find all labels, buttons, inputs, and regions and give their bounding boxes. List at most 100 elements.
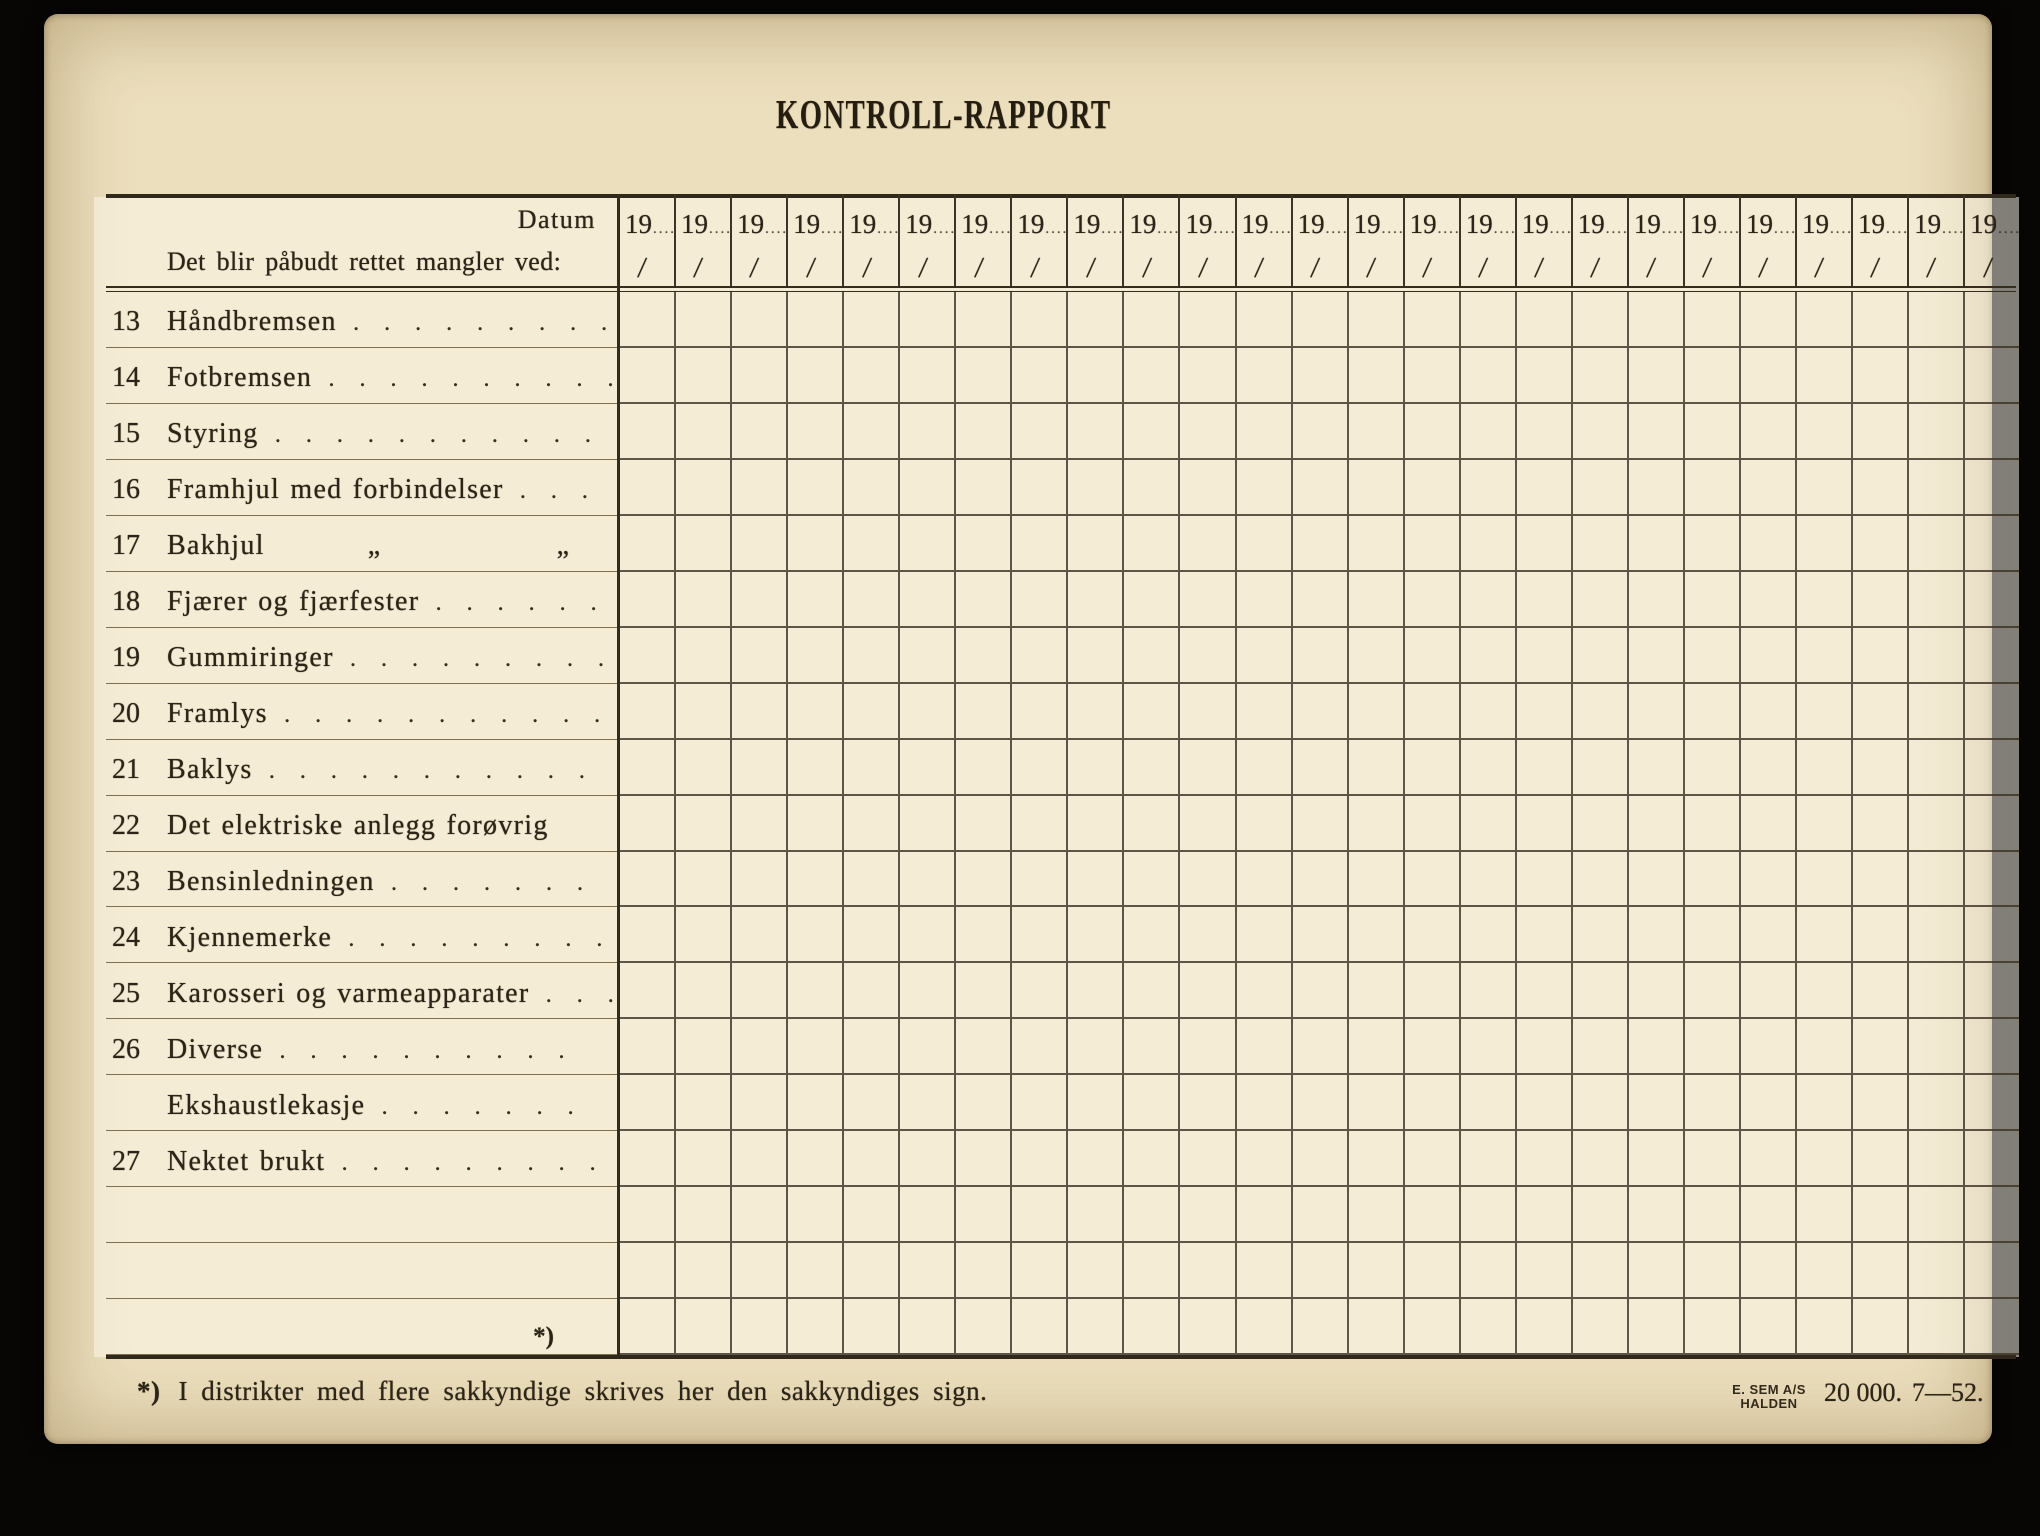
grid-cell — [898, 1131, 954, 1186]
grid-cell — [1010, 851, 1066, 906]
grid-cell — [1010, 292, 1066, 346]
year-dotted-blank: .... — [877, 221, 901, 237]
grid-cell — [1851, 1019, 1907, 1074]
grid-cell — [1963, 627, 2019, 682]
grid-cell — [1290, 739, 1347, 794]
grid-cell — [1738, 571, 1795, 626]
grid-cell — [1682, 292, 1739, 346]
grid-cell — [786, 907, 842, 962]
grid-cell — [1851, 795, 1907, 850]
year-prefix: 19.... — [1185, 209, 1236, 240]
grid-cell — [1570, 1075, 1627, 1130]
date-slash: / — [860, 252, 873, 284]
row-item-label: Det elektriske anlegg forøvrig — [167, 810, 549, 842]
grid-cell — [1794, 1187, 1851, 1242]
year-prefix: 19.... — [1802, 209, 1853, 240]
grid-cell — [1290, 851, 1347, 906]
grid-cell — [1794, 459, 1851, 514]
table-row: 20 Framlys . . . . . . . . . . . — [84, 683, 2019, 740]
grid-cell — [898, 1187, 954, 1242]
date-column-header: 19.... / — [954, 195, 1010, 286]
year-prefix: 19.... — [625, 209, 676, 240]
grid-cell — [1570, 571, 1627, 626]
grid-cell — [1570, 1299, 1627, 1354]
grid-cell — [1514, 627, 1571, 682]
year-dotted-blank: .... — [765, 221, 789, 237]
grid-cell — [1066, 515, 1122, 570]
table-row: 22 Det elektriske anlegg forøvrig — [84, 795, 2019, 852]
printer-city: HALDEN — [1740, 1396, 1798, 1411]
grid-cell — [954, 1075, 1010, 1130]
grid-cell — [1066, 627, 1122, 682]
grid-cell — [1234, 907, 1291, 962]
year-digits: 19 — [1970, 209, 1998, 239]
grid-cell — [1402, 1075, 1459, 1130]
grid-cell — [674, 627, 730, 682]
grid-cell — [1851, 292, 1907, 346]
date-slash: / — [1141, 252, 1153, 284]
row-cells — [620, 963, 2019, 1020]
grid-cell — [1963, 1299, 2019, 1354]
row-number: 19 — [112, 642, 140, 674]
grid-cell — [1963, 907, 2019, 962]
grid-cell — [1346, 571, 1403, 626]
grid-cell — [1178, 515, 1234, 570]
grid-cell — [1738, 795, 1795, 850]
grid-cell — [730, 347, 786, 402]
grid-cell — [620, 684, 674, 738]
date-slash: / — [916, 252, 929, 284]
grid-cell — [1066, 1075, 1122, 1130]
grid-cell — [954, 571, 1010, 626]
grid-cell — [1458, 571, 1515, 626]
grid-cell — [1402, 907, 1459, 962]
grid-cell — [1178, 403, 1234, 458]
grid-cell — [1402, 403, 1459, 458]
grid-cell — [1234, 571, 1291, 626]
grid-cell — [1346, 1299, 1403, 1354]
grid-cell — [898, 403, 954, 458]
grid-cell — [1738, 459, 1795, 514]
date-slash: / — [1029, 252, 1041, 284]
year-digits: 19 — [737, 209, 765, 239]
year-digits: 19 — [1185, 209, 1213, 239]
grid-cell — [1682, 347, 1739, 402]
date-slash: / — [692, 252, 705, 284]
date-slash: / — [1701, 252, 1714, 284]
grid-cell — [1738, 1075, 1795, 1130]
grid-cell — [1907, 571, 1963, 626]
grid-cell — [1738, 851, 1795, 906]
grid-cell — [1346, 739, 1403, 794]
grid-cell — [1682, 403, 1739, 458]
grid-cell — [842, 1131, 898, 1186]
dotted-leader: . . . . . . . . . . — [279, 1034, 574, 1064]
grid-cell — [954, 851, 1010, 906]
grid-cell — [842, 515, 898, 570]
table-row: 18 Fjærer og fjærfester . . . . . . . — [84, 571, 2019, 628]
grid-cell — [1963, 1019, 2019, 1074]
table-row: 27 Nektet brukt . . . . . . . . . . — [84, 1131, 2019, 1188]
grid-cell — [1346, 515, 1403, 570]
grid-cell — [1458, 1075, 1515, 1130]
date-slash: / — [1309, 252, 1321, 284]
grid-cell — [1963, 851, 2019, 906]
grid-cell — [1178, 683, 1234, 738]
grid-cell — [620, 852, 674, 906]
year-prefix: 19.... — [1578, 209, 1629, 240]
grid-cell — [1122, 1299, 1178, 1354]
grid-cell — [954, 627, 1010, 682]
grid-cell — [1963, 1131, 2019, 1186]
row-cells — [620, 292, 2019, 348]
grid-cell — [1514, 1243, 1571, 1298]
grid-cell — [1963, 683, 2019, 738]
grid-cell — [1738, 907, 1795, 962]
grid-cell — [1122, 1019, 1178, 1074]
grid-cell — [1402, 739, 1459, 794]
form-title: KONTROLL-RAPPORT — [775, 91, 1112, 137]
grid-cell — [898, 1243, 954, 1298]
grid-cell — [1066, 571, 1122, 626]
row-item-label: Gummiringer — [167, 642, 334, 674]
row-number: 22 — [112, 810, 140, 842]
grid-cell — [1066, 292, 1122, 346]
grid-cell — [1738, 1299, 1795, 1354]
